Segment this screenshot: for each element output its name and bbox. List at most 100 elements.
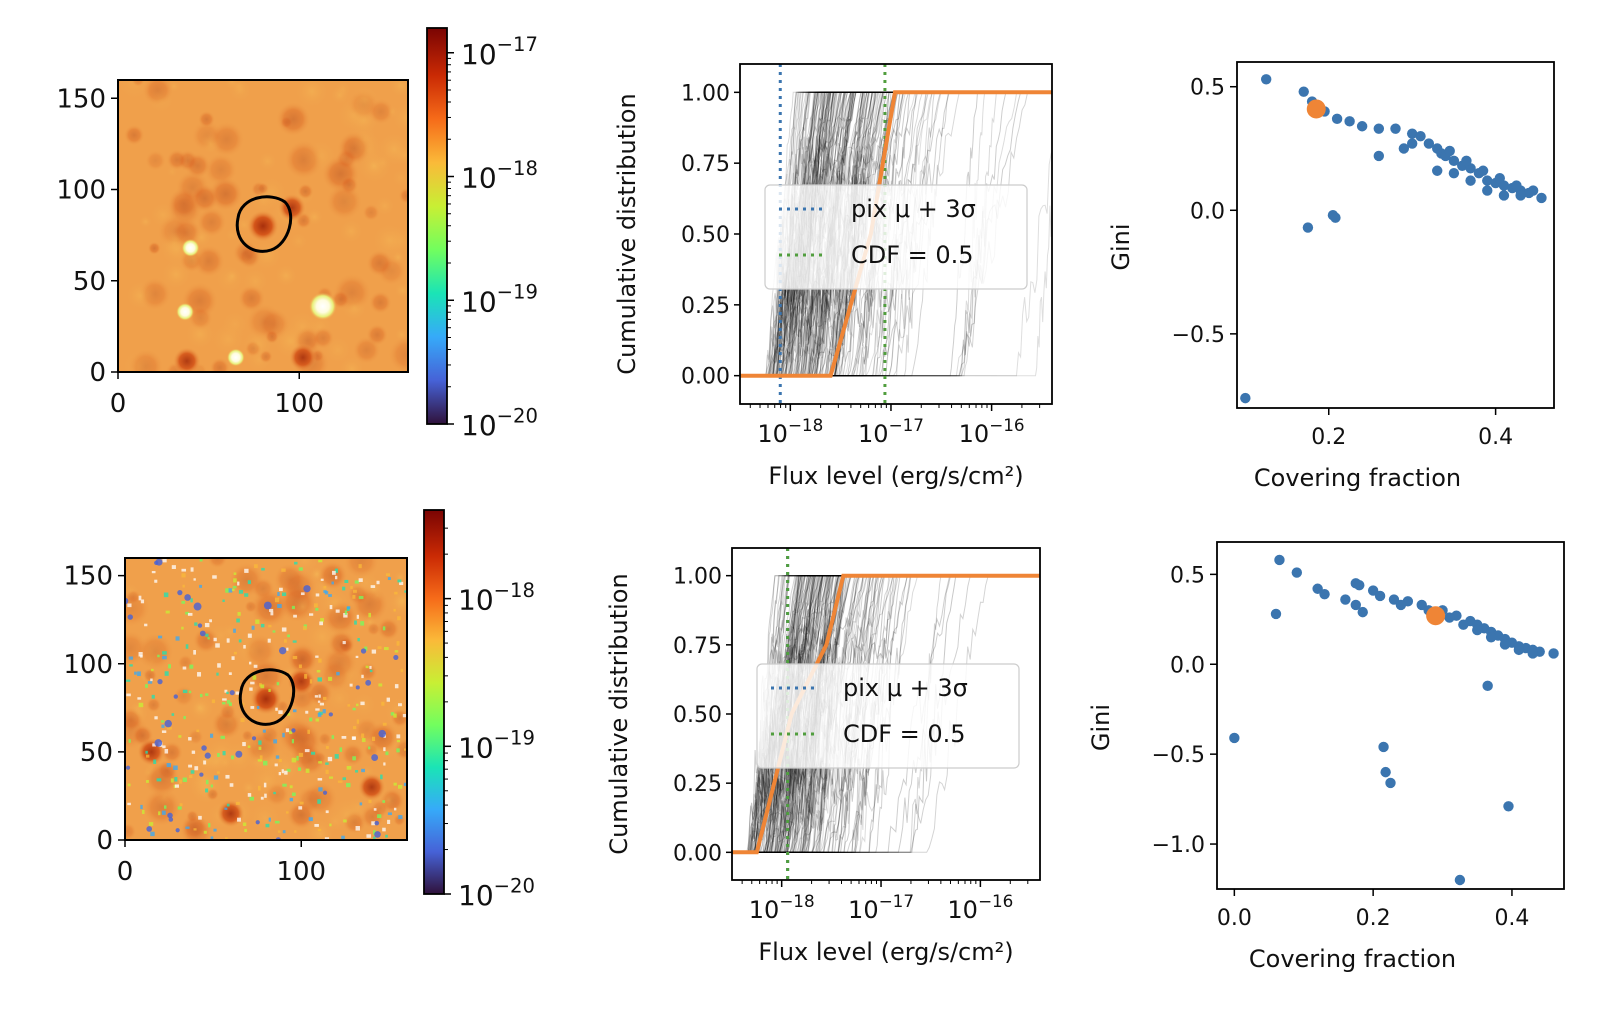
- y-tick-label: 150: [63, 562, 113, 592]
- map-texture-blob: [125, 589, 151, 628]
- speckle-dark-pixel: [378, 729, 386, 738]
- speckle-pixel: [127, 783, 131, 787]
- map-texture-blob: [388, 80, 408, 99]
- scatter-point: [1415, 130, 1426, 142]
- speckle-pixel: [190, 598, 193, 603]
- scatter-point: [1406, 138, 1418, 149]
- speckle-pixel: [278, 758, 282, 763]
- y-tick-label: 1.00: [673, 565, 722, 590]
- scatter-point: [1356, 121, 1368, 132]
- map-texture-blob: [125, 822, 137, 840]
- speckle-pixel: [386, 697, 391, 702]
- map-texture-blob: [363, 742, 379, 758]
- map-texture-blob: [165, 165, 179, 179]
- x-tick-label-exp: −17: [889, 415, 924, 435]
- y-tick-label: −0.5: [1172, 323, 1225, 348]
- speckle-dark-pixel: [146, 826, 153, 832]
- speckle-pixel: [265, 823, 270, 828]
- speckle-pixel: [125, 679, 131, 682]
- scatter-point: [1270, 608, 1282, 620]
- speckle-pixel: [318, 761, 322, 764]
- legend: pix μ + 3σ CDF = 0.5: [764, 184, 1028, 290]
- scatter-point: [1482, 680, 1493, 692]
- speckle-dark-pixel: [199, 772, 204, 777]
- x-tick-label-exp: −17: [879, 891, 914, 911]
- speckle-pixel: [346, 782, 351, 788]
- x-axis-label: Flux level (erg/s/cm²): [758, 938, 1013, 966]
- scatter-point: [1390, 123, 1401, 134]
- speckle-pixel: [396, 739, 401, 743]
- scatter-point: [1395, 599, 1407, 611]
- map-texture-blob: [187, 769, 226, 807]
- speckle-pixel: [342, 777, 346, 781]
- speckle-pixel: [199, 584, 203, 588]
- speckle-pixel: [128, 739, 131, 743]
- map-texture-blob: [337, 217, 365, 245]
- speckle-pixel: [127, 603, 132, 608]
- speckle-pixel: [175, 636, 180, 641]
- map-texture-blob: [393, 570, 407, 585]
- y-tick-label: 0.25: [673, 772, 722, 797]
- speckle-pixel: [339, 747, 343, 752]
- speckle-dark-pixel: [374, 820, 380, 826]
- speckle-pixel: [250, 681, 255, 685]
- scatter-point: [1344, 116, 1355, 127]
- colorbar-tick-label: 10−18: [458, 579, 535, 617]
- speckle-pixel: [213, 775, 219, 780]
- speckle-pixel: [228, 588, 233, 593]
- speckle-pixel: [278, 771, 282, 776]
- colorbar-tick-label: 10−20: [461, 404, 538, 442]
- speckle-dark-pixel: [177, 590, 183, 596]
- map-texture-blob: [293, 80, 331, 111]
- scatter-point: [1444, 612, 1455, 623]
- speckle-pixel: [215, 643, 220, 648]
- speckle-pixel: [291, 605, 295, 610]
- map-texture-blob: [390, 708, 407, 728]
- y-tick-label: 1.00: [681, 81, 730, 106]
- speckle-pixel: [250, 706, 255, 709]
- speckle-pixel: [272, 630, 276, 633]
- speckle-pixel: [292, 640, 297, 643]
- scatter-point: [1302, 222, 1314, 233]
- map-texture-blob: [191, 699, 208, 716]
- speckle-pixel: [383, 747, 386, 752]
- speckle-dark-pixel: [204, 752, 211, 759]
- speckle-pixel: [328, 676, 333, 681]
- speckle-pixel: [281, 592, 287, 596]
- speckle-pixel: [140, 804, 143, 810]
- speckle-dark-pixel: [154, 739, 163, 747]
- speckle-pixel: [311, 751, 316, 755]
- speckle-pixel: [205, 693, 209, 696]
- map-frame: [124, 557, 408, 841]
- speckle-pixel: [222, 702, 226, 705]
- speckle-pixel: [253, 664, 258, 668]
- speckle-pixel: [211, 699, 216, 704]
- x-tick-label-exp: −18: [788, 415, 823, 435]
- speckle-pixel: [158, 811, 161, 816]
- speckle-pixel: [161, 724, 165, 728]
- speckle-pixel: [355, 655, 359, 659]
- colorbar-tick-label: 10−19: [461, 281, 538, 319]
- speckle-pixel: [282, 830, 286, 834]
- y-axis-label: Cumulative distribution: [613, 93, 641, 374]
- speckle-pixel: [237, 612, 241, 616]
- map-texture-blob: [145, 697, 162, 713]
- speckle-pixel: [393, 713, 397, 718]
- scatter-point: [1465, 175, 1476, 186]
- speckle-pixel: [342, 586, 346, 591]
- x-tick-label: 0: [117, 857, 134, 887]
- speckle-pixel: [376, 580, 380, 585]
- scatter-point: [1260, 74, 1272, 85]
- speckle-pixel: [161, 730, 167, 733]
- speckle-pixel: [304, 674, 308, 679]
- aperture-contour: [235, 195, 293, 253]
- speckle-pixel: [305, 710, 309, 714]
- colorbar-tick-label-exp: −20: [494, 874, 535, 897]
- speckle-pixel: [196, 729, 200, 733]
- speckle-pixel: [286, 647, 289, 651]
- speckle-pixel: [317, 828, 322, 832]
- speckle-pixel: [298, 752, 304, 757]
- scatter-point: [1536, 192, 1547, 204]
